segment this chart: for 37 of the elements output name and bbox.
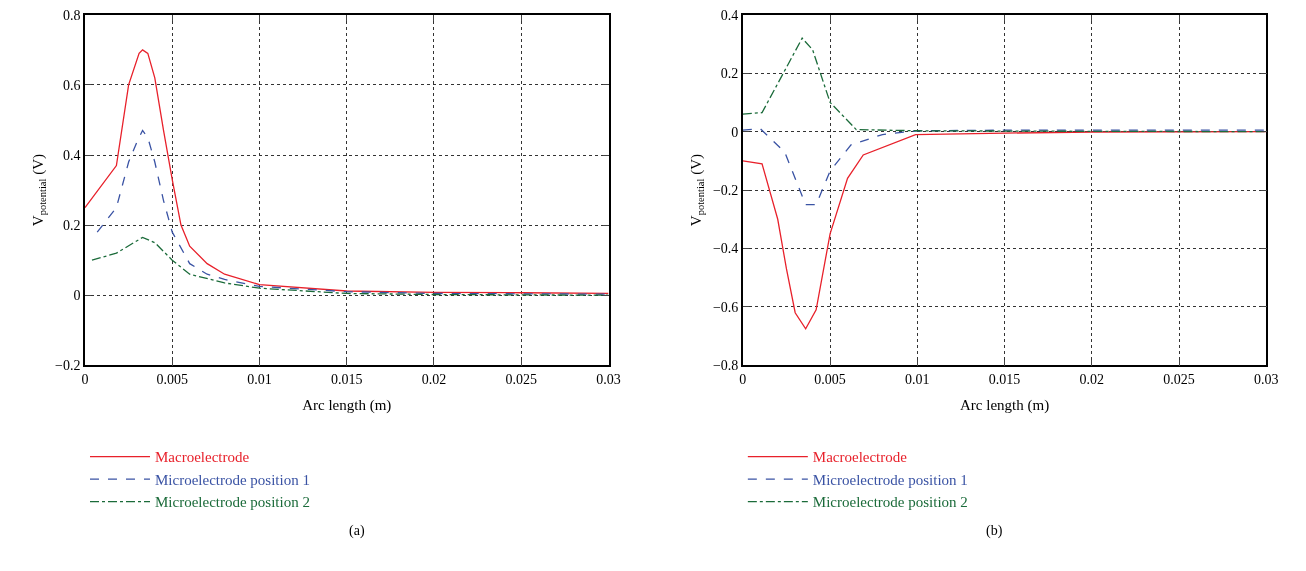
y-tick-label: 0.6 bbox=[62, 77, 81, 93]
line-series bbox=[742, 128, 1267, 206]
y-tick-label: 0.2 bbox=[62, 218, 81, 234]
y-tick-label: −0.2 bbox=[55, 358, 81, 374]
x-tick-label: 0.005 bbox=[156, 371, 188, 387]
y-tick-label: −0.8 bbox=[712, 358, 739, 374]
legend-label: Microelectrode position 1 bbox=[812, 471, 968, 488]
x-tick-label: 0.03 bbox=[1254, 371, 1279, 387]
x-tick-label: 0.025 bbox=[1163, 371, 1195, 387]
x-tick-label: 0.005 bbox=[814, 371, 846, 387]
x-tick-label: 0.02 bbox=[421, 371, 447, 387]
y-tick-label: 0.8 bbox=[62, 7, 81, 23]
y-tick-label: 0 bbox=[73, 288, 81, 304]
text: (b) bbox=[986, 523, 1003, 539]
x-tick-label: 0.01 bbox=[247, 371, 272, 387]
x-tick-label: 0.015 bbox=[988, 371, 1021, 387]
y-tick-label: 0 bbox=[731, 124, 739, 140]
x-tick-label: 0.02 bbox=[1079, 371, 1105, 387]
x-axis-title: Arc length (m) bbox=[960, 397, 1050, 415]
line-series bbox=[85, 49, 609, 295]
y-tick-label: −0.6 bbox=[712, 299, 739, 315]
x-tick-label: 0.01 bbox=[905, 371, 930, 387]
legend-label: Microelectrode position 2 bbox=[812, 494, 968, 511]
y-tick-label: 0.4 bbox=[62, 147, 81, 163]
text: (a) bbox=[349, 523, 365, 539]
x-tick-label: 0.03 bbox=[596, 371, 621, 387]
legend-label: Macroelectrode bbox=[155, 449, 250, 466]
y-tick-label: −0.2 bbox=[712, 182, 739, 198]
y-tick-label: 0.2 bbox=[720, 66, 739, 82]
legend-label: Macroelectrode bbox=[812, 449, 908, 466]
legend-label: Microelectrode position 2 bbox=[155, 494, 310, 511]
x-tick-label: 0.015 bbox=[331, 371, 363, 387]
y-tick-label: 0.4 bbox=[720, 7, 739, 23]
x-axis-title: Arc length (m) bbox=[302, 397, 392, 415]
x-tick-label: 0.025 bbox=[505, 371, 538, 387]
y-tick-label: −0.4 bbox=[712, 241, 739, 257]
legend-label: Microelectrode position 1 bbox=[155, 471, 310, 488]
